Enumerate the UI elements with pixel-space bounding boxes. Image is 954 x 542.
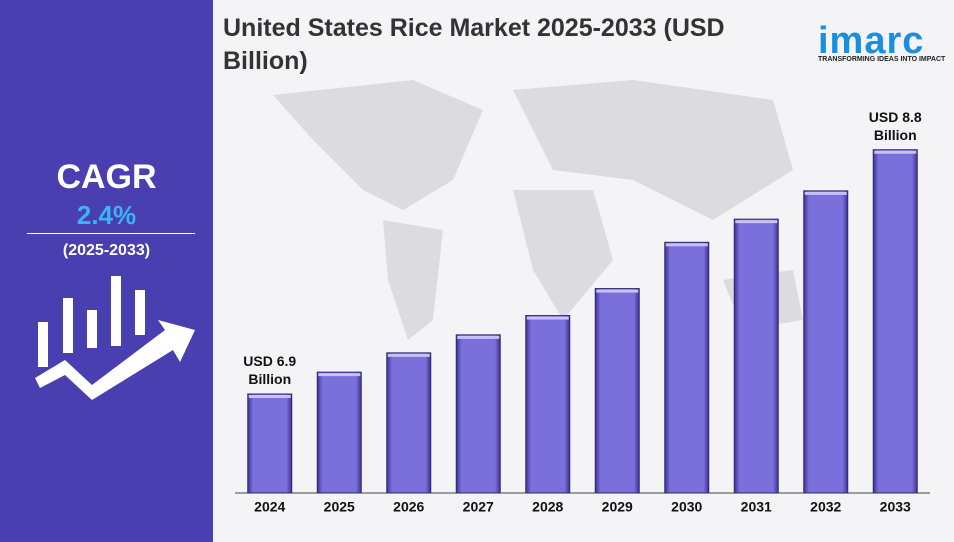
x-tick-label: 2029	[602, 499, 633, 515]
bar-top	[526, 316, 569, 320]
bar-top	[387, 353, 430, 357]
bar	[386, 352, 432, 494]
cagr-panel: CAGR 2.4% (2025-2033)	[0, 0, 213, 542]
bar-top	[596, 289, 639, 293]
x-tick-label: 2032	[810, 499, 841, 515]
divider	[27, 233, 195, 234]
chart-title: United States Rice Market 2025-2033 (USD…	[223, 14, 725, 75]
bar-top	[804, 191, 847, 195]
bar	[872, 149, 918, 494]
x-tick-label: 2031	[741, 499, 772, 515]
cagr-period: (2025-2033)	[62, 242, 151, 259]
bar	[664, 241, 710, 494]
bar	[247, 393, 293, 494]
cagr-value: 2.4%	[76, 200, 137, 230]
bar	[803, 190, 849, 494]
x-tick-label: 2030	[671, 499, 702, 515]
bar	[733, 218, 779, 494]
bar	[316, 371, 362, 494]
bar	[455, 334, 501, 494]
growth-icon	[35, 276, 195, 400]
x-tick-label: 2026	[393, 499, 424, 515]
value-label: USD 6.9 Billion	[243, 353, 297, 387]
value-label: USD 8.8 Billion	[868, 108, 922, 143]
bar-top	[248, 395, 291, 398]
logo-name: imarc	[818, 20, 925, 62]
x-tick-label: 2027	[463, 499, 494, 515]
world-map	[273, 80, 803, 340]
bar-top	[735, 220, 778, 224]
bar-top	[665, 243, 708, 247]
logo-tagline: TRANSFORMING IDEAS INTO IMPACT	[818, 56, 946, 63]
bar-top	[457, 335, 500, 339]
x-tick-label: 2033	[880, 499, 911, 515]
x-tick-label: 2025	[324, 499, 355, 515]
bar	[594, 288, 640, 494]
x-tick-label: 2024	[254, 499, 285, 515]
chart: 2024 2025 2026 2027 2028 2029 2030 2031 2032 2033	[235, 80, 930, 515]
cagr-label: CAGR	[56, 158, 157, 196]
bar-top	[874, 150, 917, 154]
bar-top	[318, 373, 361, 377]
x-tick-label: 2028	[532, 499, 563, 515]
bar	[525, 315, 571, 494]
